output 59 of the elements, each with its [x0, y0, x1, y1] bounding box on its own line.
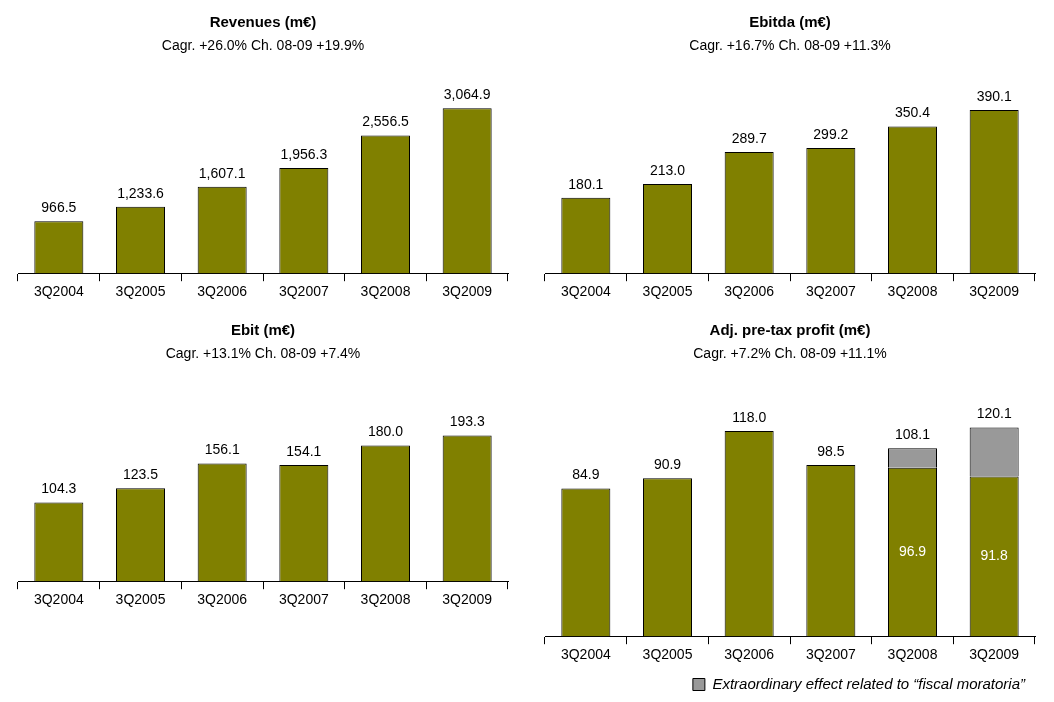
x-tick-label: 3Q2007 — [278, 591, 329, 608]
data-label: 104.3 — [41, 480, 77, 497]
data-label: 2,556.5 — [362, 113, 410, 130]
legend-label: Extraordinary effect related to “fiscal moratoria” — [712, 674, 1026, 692]
data-label: 90.9 — [653, 456, 682, 473]
data-label: 96.9 — [898, 542, 927, 559]
chart-subtitle: Cagr. +16.7% Ch. 08-09 +11.3% — [689, 37, 891, 54]
data-label: 350.4 — [894, 104, 931, 121]
data-label: 3,064.9 — [443, 86, 491, 103]
x-tick-label: 3Q2004 — [560, 646, 611, 663]
data-label: 154.1 — [286, 442, 322, 459]
x-tick-label: 3Q2009 — [969, 646, 1020, 663]
data-label: 390.1 — [976, 87, 1012, 104]
chart-title: Ebitda (m€) — [749, 13, 831, 31]
chart-title: Ebit (m€) — [230, 321, 296, 339]
chart-subtitle: Cagr. +13.1% Ch. 08-09 +7.4% — [165, 345, 361, 362]
x-tick-label: 3Q2009 — [442, 283, 493, 300]
chart-title: Adj. pre-tax profit (m€) — [709, 321, 871, 339]
x-tick-label: 3Q2007 — [805, 646, 856, 663]
x-tick-label: 3Q2007 — [278, 283, 329, 300]
x-tick-label: 3Q2005 — [115, 591, 166, 608]
data-label: 118.0 — [732, 408, 767, 425]
x-tick-label: 3Q2009 — [969, 283, 1020, 300]
data-label: 299.2 — [813, 125, 849, 142]
data-label: 91.8 — [980, 547, 1008, 564]
data-label: 213.0 — [649, 161, 686, 178]
total-label: 120.1 — [976, 405, 1012, 422]
x-tick-label: 3Q2006 — [724, 646, 775, 663]
x-tick-label: 3Q2006 — [197, 283, 248, 300]
data-label: 193.3 — [449, 413, 485, 430]
x-tick-label: 3Q2008 — [887, 283, 938, 300]
x-tick-label: 3Q2005 — [642, 283, 693, 300]
data-label: 84.9 — [572, 466, 600, 483]
data-label: 1,233.6 — [117, 184, 165, 201]
x-tick-label: 3Q2006 — [197, 591, 248, 608]
x-tick-label: 3Q2009 — [442, 591, 493, 608]
data-label: 289.7 — [731, 129, 767, 146]
data-label: 180.0 — [367, 423, 404, 440]
data-label: 123.5 — [122, 465, 159, 482]
chart-subtitle: Cagr. +26.0% Ch. 08-09 +19.9% — [161, 37, 365, 54]
x-tick-label: 3Q2008 — [360, 591, 411, 608]
data-label: 966.5 — [41, 199, 77, 216]
x-tick-label: 3Q2004 — [560, 283, 611, 300]
x-tick-label: 3Q2005 — [115, 283, 166, 300]
x-tick-label: 3Q2005 — [642, 646, 693, 663]
chart-title: Revenues (m€) — [209, 13, 317, 31]
data-label: 180.1 — [568, 175, 604, 192]
x-tick-label: 3Q2006 — [724, 283, 775, 300]
data-label: 1,607.1 — [198, 164, 246, 181]
data-label: 98.5 — [817, 442, 845, 459]
data-label: 1,956.3 — [280, 145, 328, 162]
total-label: 108.1 — [894, 426, 931, 443]
data-label: 156.1 — [204, 441, 240, 458]
x-tick-label: 3Q2004 — [33, 591, 84, 608]
x-tick-label: 3Q2007 — [805, 283, 856, 300]
x-tick-label: 3Q2004 — [33, 283, 84, 300]
x-tick-label: 3Q2008 — [360, 283, 411, 300]
chart-subtitle: Cagr. +7.2% Ch. 08-09 +11.1% — [693, 345, 887, 362]
x-tick-label: 3Q2008 — [887, 646, 938, 663]
